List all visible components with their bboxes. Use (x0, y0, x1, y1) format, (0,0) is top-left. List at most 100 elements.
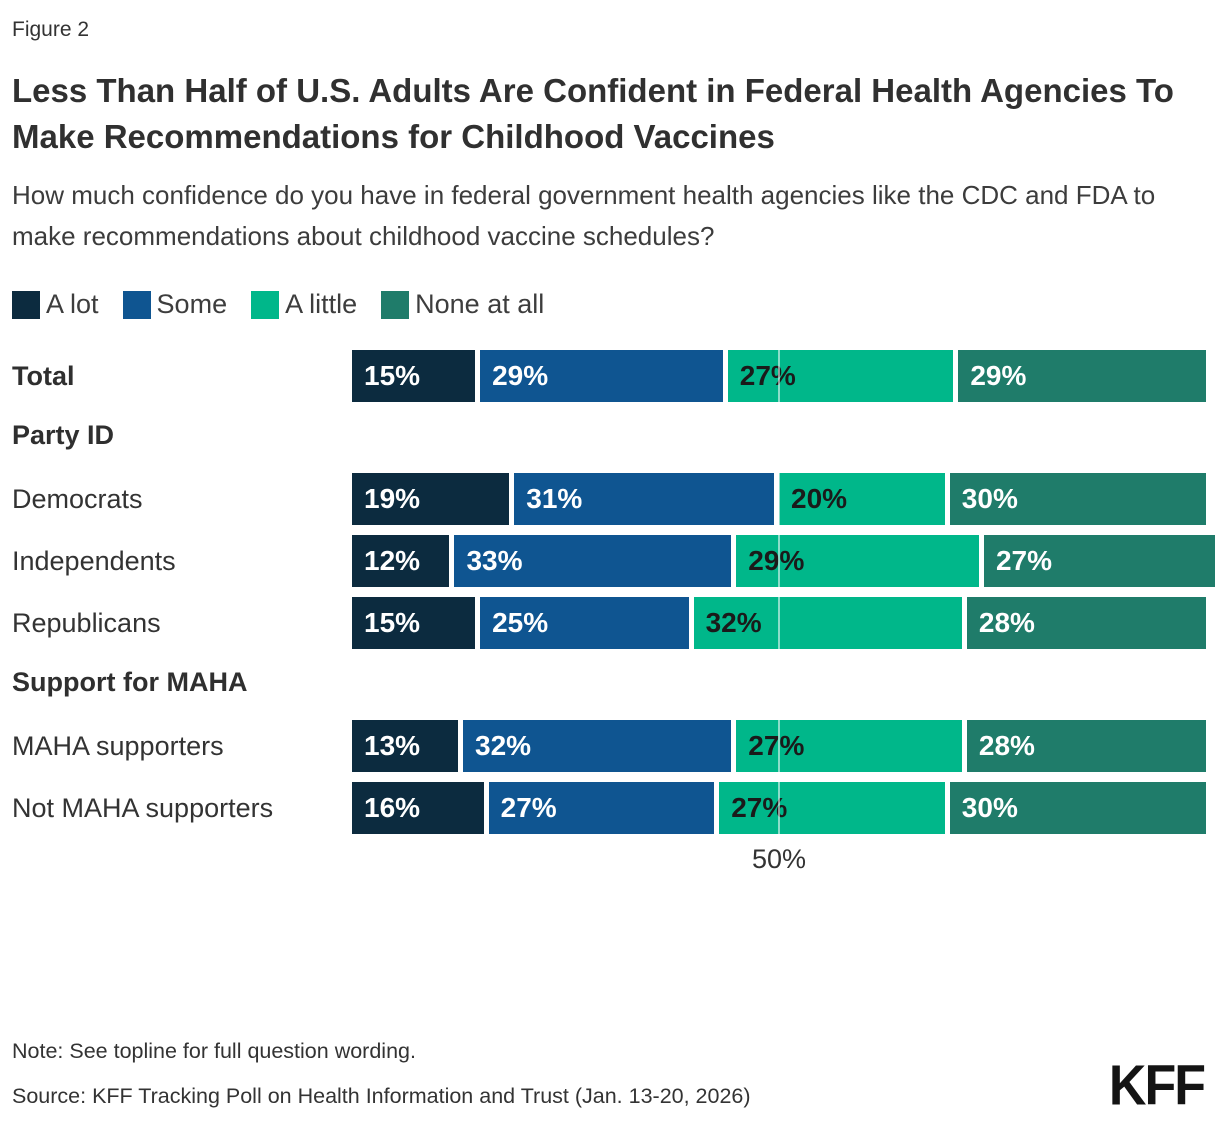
note-text: Note: See topline for full question word… (12, 1038, 416, 1063)
bar-area-democrats: 19% 31% 20% 30% (352, 473, 1206, 526)
bar-segment-none-at-all: 30% (949, 473, 1206, 526)
bar-value-label: 29% (970, 360, 1027, 392)
group-header-row: Party ID (12, 412, 1206, 458)
legend-swatch-a-lot (12, 290, 40, 319)
bar-segment-a-little: 27% (719, 782, 945, 835)
chart-row-independents: Independents 12% 33% 29% 27% (12, 535, 1215, 588)
bar-area-independents: 12% 33% 29% 27% (352, 535, 1215, 588)
figure-container: Figure 2 Less Than Half of U.S. Adults A… (12, 18, 1215, 878)
bar-area-not-maha-supporters: 16% 27% 27% 30% (352, 782, 1206, 835)
legend-label: None at all (415, 289, 545, 320)
legend-label: Some (156, 289, 228, 320)
bar-value-label: 30% (961, 483, 1018, 515)
bar-segment-some: 32% (463, 720, 732, 773)
figure-footer: Note: See topline for full question word… (12, 1036, 1206, 1118)
bar-value-label: 27% (731, 792, 788, 824)
bar-value-label: 20% (791, 483, 848, 515)
x-axis: 50% (12, 844, 1206, 878)
chart-rows: Total 15% 29% 27% 29% Party ID Democrats 19% 31%… (12, 350, 1215, 835)
row-label-maha-supporters: MAHA supporters (12, 730, 224, 761)
bar-segment-a-lot: 15% (352, 350, 476, 403)
legend-item-none-at-all: None at all (381, 289, 544, 320)
bar-value-label: 31% (526, 483, 583, 515)
bar-segment-none-at-all: 28% (966, 597, 1206, 650)
group-header-row: Support for MAHA (12, 659, 1206, 705)
gridline-50pct (778, 350, 780, 403)
gridline-50pct (778, 473, 780, 526)
bar-segment-none-at-all: 30% (949, 782, 1206, 835)
chart-row-total: Total 15% 29% 27% 29% (12, 350, 1206, 403)
bar-segment-a-little: 20% (779, 473, 945, 526)
chart-row-democrats: Democrats 19% 31% 20% 30% (12, 473, 1206, 526)
chart-subtitle: How much confidence do you have in feder… (12, 180, 1156, 252)
legend-swatch-some (122, 290, 151, 319)
bar-value-label: 29% (492, 360, 549, 392)
row-label-not-maha-supporters: Not MAHA supporters (12, 792, 274, 823)
bar-value-label: 30% (961, 792, 1018, 824)
x-axis-spacer (12, 844, 352, 878)
bar-value-label: 15% (364, 607, 421, 639)
chart-title: Less Than Half of U.S. Adults Are Confid… (12, 72, 1174, 155)
bar-value-label: 27% (748, 730, 805, 762)
bar-value-label: 32% (475, 730, 532, 762)
bar-value-label: 15% (364, 360, 421, 392)
kff-logo: KFF (1108, 1054, 1206, 1118)
row-label-republicans: Republicans (12, 607, 161, 638)
figure-label: Figure 2 (12, 18, 90, 41)
chart-row-republicans: Republicans 15% 25% 32% 28% (12, 597, 1206, 650)
bar-value-label: 13% (364, 730, 421, 762)
bar-area-maha-supporters: 13% 32% 27% 28% (352, 720, 1206, 773)
bar-segment-none-at-all: 27% (983, 535, 1215, 588)
chart-row-maha-supporters: MAHA supporters 13% 32% 27% 28% (12, 720, 1206, 773)
legend-swatch-a-little (251, 290, 280, 319)
bar-segment-none-at-all: 28% (966, 720, 1206, 773)
bar-segment-a-lot: 15% (352, 597, 476, 650)
bar-segment-none-at-all: 29% (958, 350, 1206, 403)
bar-value-label: 27% (500, 792, 557, 824)
bar-segment-some: 29% (480, 350, 723, 403)
bar-value-label: 28% (978, 730, 1035, 762)
group-header-support-for-maha: Support for MAHA (12, 666, 248, 697)
bar-segment-a-little: 27% (736, 720, 962, 773)
bar-value-label: 27% (739, 360, 796, 392)
bar-value-label: 32% (705, 607, 762, 639)
bar-value-label: 25% (492, 607, 549, 639)
bar-segment-some: 27% (488, 782, 715, 835)
x-axis-tick-area: 50% (352, 844, 1206, 878)
bar-value-label: 27% (995, 545, 1052, 577)
row-label-independents: Independents (12, 545, 176, 576)
gridline-50pct (778, 535, 780, 588)
legend-label: A little (285, 289, 358, 320)
source-text: Source: KFF Tracking Poll on Health Info… (12, 1083, 751, 1108)
bar-value-label: 29% (748, 545, 805, 577)
bar-segment-some: 33% (454, 535, 732, 588)
bar-segment-a-little: 29% (736, 535, 979, 588)
row-label-democrats: Democrats (12, 483, 143, 514)
bar-value-label: 19% (364, 483, 421, 515)
bar-area-republicans: 15% 25% 32% 28% (352, 597, 1206, 650)
bar-segment-a-lot: 19% (352, 473, 510, 526)
bar-value-label: 28% (978, 607, 1035, 639)
bar-value-label: 12% (364, 545, 421, 577)
legend-item-a-lot: A lot (12, 289, 99, 320)
legend-swatch-none-at-all (381, 290, 410, 319)
gridline-50pct (778, 720, 780, 773)
gridline-50pct (778, 782, 780, 835)
gridline-50pct (778, 597, 780, 650)
row-label-total: Total (12, 360, 75, 391)
chart-legend: A lot Some A little None at all (12, 289, 1206, 320)
bar-area-total: 15% 29% 27% 29% (352, 350, 1206, 403)
bar-segment-a-lot: 12% (352, 535, 450, 588)
legend-label: A lot (46, 289, 99, 320)
bar-segment-a-lot: 16% (352, 782, 484, 835)
bar-value-label: 33% (466, 545, 523, 577)
bar-segment-some: 31% (514, 473, 774, 526)
legend-item-some: Some (122, 289, 228, 320)
bar-segment-a-lot: 13% (352, 720, 459, 773)
bar-segment-a-little: 32% (693, 597, 962, 650)
bar-segment-some: 25% (480, 597, 689, 650)
bar-value-label: 16% (364, 792, 421, 824)
chart-row-not-maha-supporters: Not MAHA supporters 16% 27% 27% 30% (12, 782, 1206, 835)
group-header-party-id: Party ID (12, 419, 115, 450)
footnotes: Note: See topline for full question word… (12, 1036, 751, 1112)
